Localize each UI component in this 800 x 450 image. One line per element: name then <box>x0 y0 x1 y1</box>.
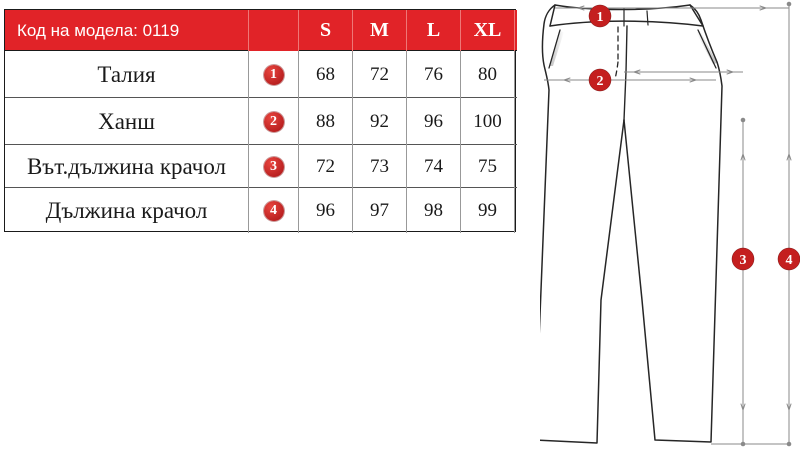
svg-text:2: 2 <box>597 74 604 89</box>
svg-text:1: 1 <box>597 10 604 25</box>
svg-text:4: 4 <box>786 253 793 268</box>
svg-text:3: 3 <box>740 253 747 268</box>
